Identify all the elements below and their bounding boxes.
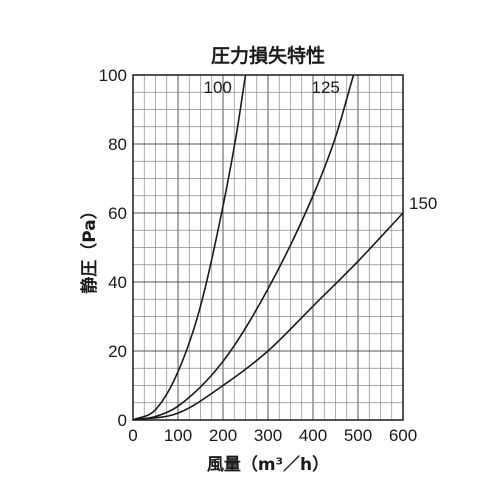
x-tick-label: 0: [128, 426, 137, 445]
y-axis-title: 静圧（Pa）: [79, 202, 100, 293]
y-tick-label: 0: [118, 411, 127, 430]
series-label-125: 125: [312, 78, 340, 97]
x-tick-label: 500: [344, 426, 372, 445]
series-label-100: 100: [204, 78, 232, 97]
series-line-100: [132, 74, 247, 421]
chart-title: 圧力損失特性: [211, 44, 325, 67]
series-line-150: [132, 212, 404, 421]
x-axis-ticks: 0 100 200 300 400 500 600: [128, 426, 417, 445]
y-axis-ticks: 0 20 40 60 80 100: [99, 66, 127, 430]
x-tick-label: 400: [299, 426, 327, 445]
series-curves: [132, 74, 404, 421]
series-labels: 100 125 150: [204, 78, 438, 213]
x-tick-label: 300: [254, 426, 282, 445]
x-tick-label: 200: [209, 426, 237, 445]
y-tick-label: 20: [108, 342, 127, 361]
x-axis-title: 風量（m³／h）: [207, 454, 329, 475]
x-tick-label: 100: [164, 426, 192, 445]
series-label-150: 150: [409, 194, 437, 213]
y-tick-label: 60: [108, 204, 127, 223]
grid: [133, 75, 403, 420]
series-line-125: [132, 74, 355, 421]
y-tick-label: 40: [108, 273, 127, 292]
y-tick-label: 80: [108, 135, 127, 154]
plot-frame: [132, 74, 404, 421]
y-tick-label: 100: [99, 66, 127, 85]
x-tick-label: 600: [389, 426, 417, 445]
